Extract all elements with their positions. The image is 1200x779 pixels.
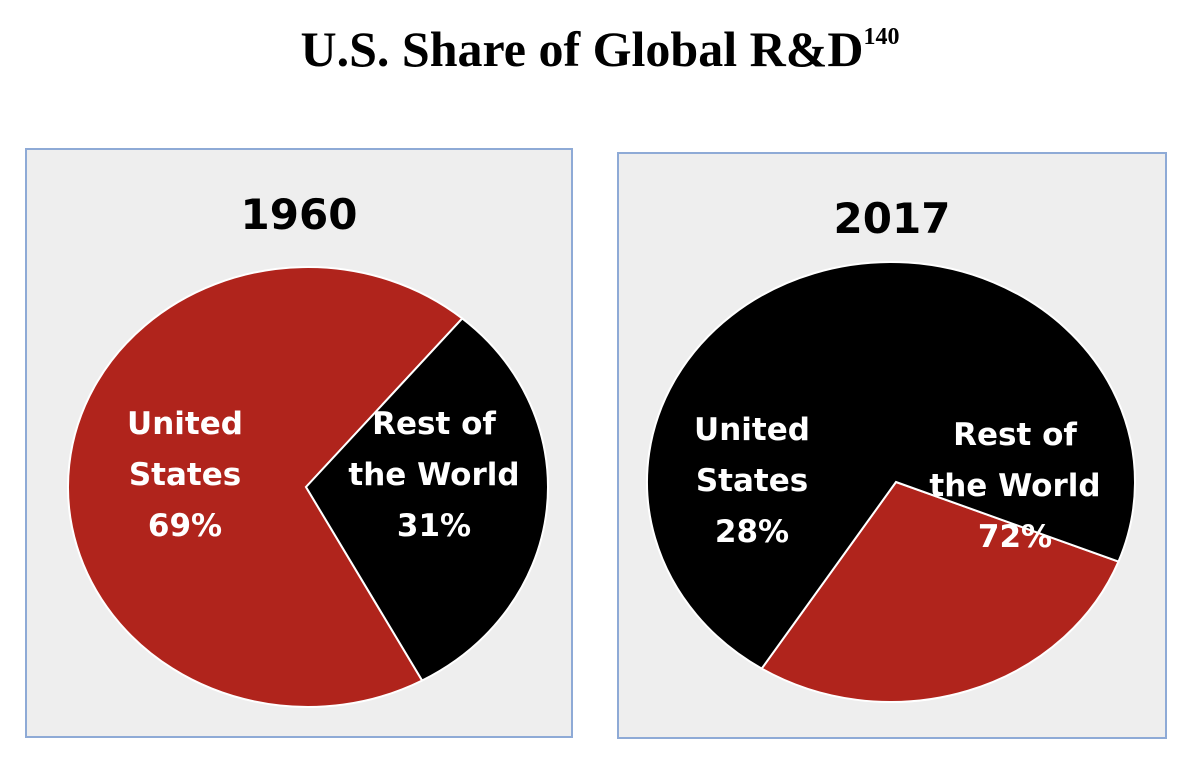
slice-label-line2: States: [128, 457, 242, 493]
slice-label-row-2017: Rest of the World 72%: [915, 410, 1115, 563]
slice-value-label: 31%: [396, 508, 472, 544]
slice-label-row-1960: Rest of the World 31%: [334, 399, 534, 552]
slice-label-us-1960: United States 69%: [85, 399, 285, 552]
page-title: U.S. Share of Global R&D140: [0, 20, 1200, 78]
slice-value-label: 69%: [147, 508, 223, 544]
slice-label-line2: the World: [929, 468, 1101, 504]
slice-value-label: 28%: [714, 514, 790, 550]
pie-chart-2017: [646, 261, 1136, 703]
slice-label-line1: Rest of: [953, 417, 1077, 453]
chart-title-2017: 2017: [833, 194, 951, 243]
title-footnote: 140: [863, 24, 900, 50]
slice-label-line1: United: [694, 412, 810, 448]
chart-panel-2017: 2017 United States 28% Rest of the World…: [617, 152, 1167, 739]
slice-value-label: 72%: [977, 519, 1053, 555]
slice-label-line1: Rest of: [372, 406, 496, 442]
slice-label-line1: United: [127, 406, 243, 442]
page-title-text: U.S. Share of Global R&D: [300, 21, 864, 77]
slice-label-line2: the World: [348, 457, 520, 493]
chart-title-1960: 1960: [240, 190, 358, 239]
pie-slice-united-states: [760, 480, 1120, 703]
pie-slice-rest-of-world: [304, 317, 549, 682]
pie-slice-united-states: [67, 266, 464, 708]
chart-panel-1960: 1960 United States 69% Rest of the World…: [25, 148, 573, 738]
slice-label-line2: States: [695, 463, 809, 499]
pie-slice-rest-of-world: [646, 261, 1136, 670]
pie-chart-1960: [67, 266, 549, 708]
slice-label-us-2017: United States 28%: [652, 405, 852, 558]
